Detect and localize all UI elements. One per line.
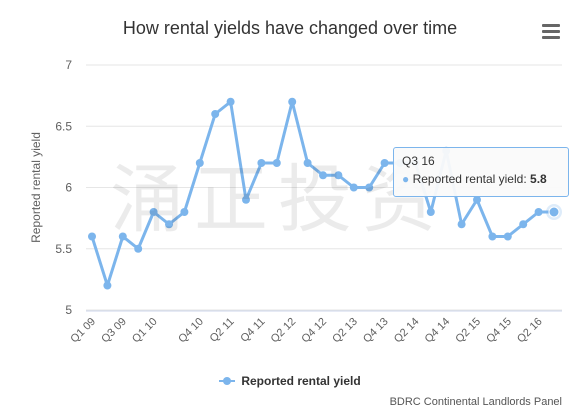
tooltip-header: Q3 16 (402, 154, 435, 168)
y-axis-title: Reported rental yield (29, 132, 43, 243)
y-tick-label: 7 (65, 58, 72, 72)
data-point (88, 232, 96, 241)
tooltip-value: 5.8 (530, 172, 547, 186)
x-tick-label: Q2 11 (208, 316, 237, 345)
x-tick-label: Q2 14 (392, 316, 422, 346)
data-point (118, 232, 127, 241)
data-point (149, 208, 158, 216)
legend-marker-icon (219, 376, 236, 386)
x-tick-label: Q4 13 (361, 316, 391, 346)
x-tick-label: Q4 10 (176, 316, 206, 346)
y-tick-label: 6.5 (55, 119, 72, 133)
x-tick-label: Q2 13 (330, 316, 360, 346)
data-point (349, 183, 358, 192)
x-tick-label: Q2 12 (269, 316, 299, 346)
legend: Reported rental yield (0, 374, 580, 389)
x-tick-label: Q3 09 (99, 316, 129, 346)
data-point (334, 171, 343, 180)
x-tick-label: Q4 12 (299, 316, 329, 346)
data-point (457, 220, 466, 229)
legend-label: Reported rental yield (241, 374, 361, 388)
x-tick-label: Q4 14 (423, 316, 453, 346)
data-point (365, 183, 374, 192)
data-point (165, 220, 173, 229)
data-point (380, 159, 389, 167)
y-tick-label: 5.5 (55, 242, 72, 256)
x-tick-label: Q4 11 (238, 316, 267, 345)
data-point (288, 97, 297, 106)
data-point (519, 220, 528, 229)
x-tick-label: Q1 09 (68, 316, 98, 346)
data-point (503, 232, 512, 241)
x-tick-label: Q2 15 (453, 316, 483, 346)
tooltip-body: ● Reported rental yield: 5.8 (402, 172, 560, 186)
data-point (426, 208, 435, 216)
data-point (242, 195, 250, 204)
hovered-data-point (548, 206, 560, 218)
data-point (319, 171, 327, 180)
x-tick-label: Q2 16 (515, 316, 545, 346)
data-point (134, 244, 143, 253)
data-point (473, 195, 481, 204)
data-point (103, 281, 112, 290)
data-point (226, 97, 235, 106)
credits[interactable]: BDRC Continental Landlords Panel (389, 396, 562, 408)
data-point (534, 208, 543, 216)
x-tick-label: Q1 10 (130, 316, 160, 346)
y-tick-label: 5 (65, 303, 72, 317)
data-point (211, 110, 220, 118)
tooltip-series-label: Reported rental yield: (412, 172, 527, 186)
tooltip: Q3 16 ● Reported rental yield: 5.8 (393, 147, 569, 197)
chart-title: How rental yields have changed over time (122, 18, 458, 38)
legend-item[interactable]: Reported rental yield (219, 374, 361, 388)
x-tick-label: Q4 15 (484, 316, 514, 346)
y-tick-label: 6 (65, 181, 72, 195)
tooltip-dot-icon: ● (402, 172, 410, 186)
data-point (488, 232, 497, 241)
data-point (180, 208, 189, 216)
data-point (272, 159, 281, 167)
data-point (257, 159, 266, 167)
hamburger-menu-icon[interactable] (542, 24, 560, 40)
data-point (303, 159, 312, 167)
data-point (195, 159, 204, 167)
